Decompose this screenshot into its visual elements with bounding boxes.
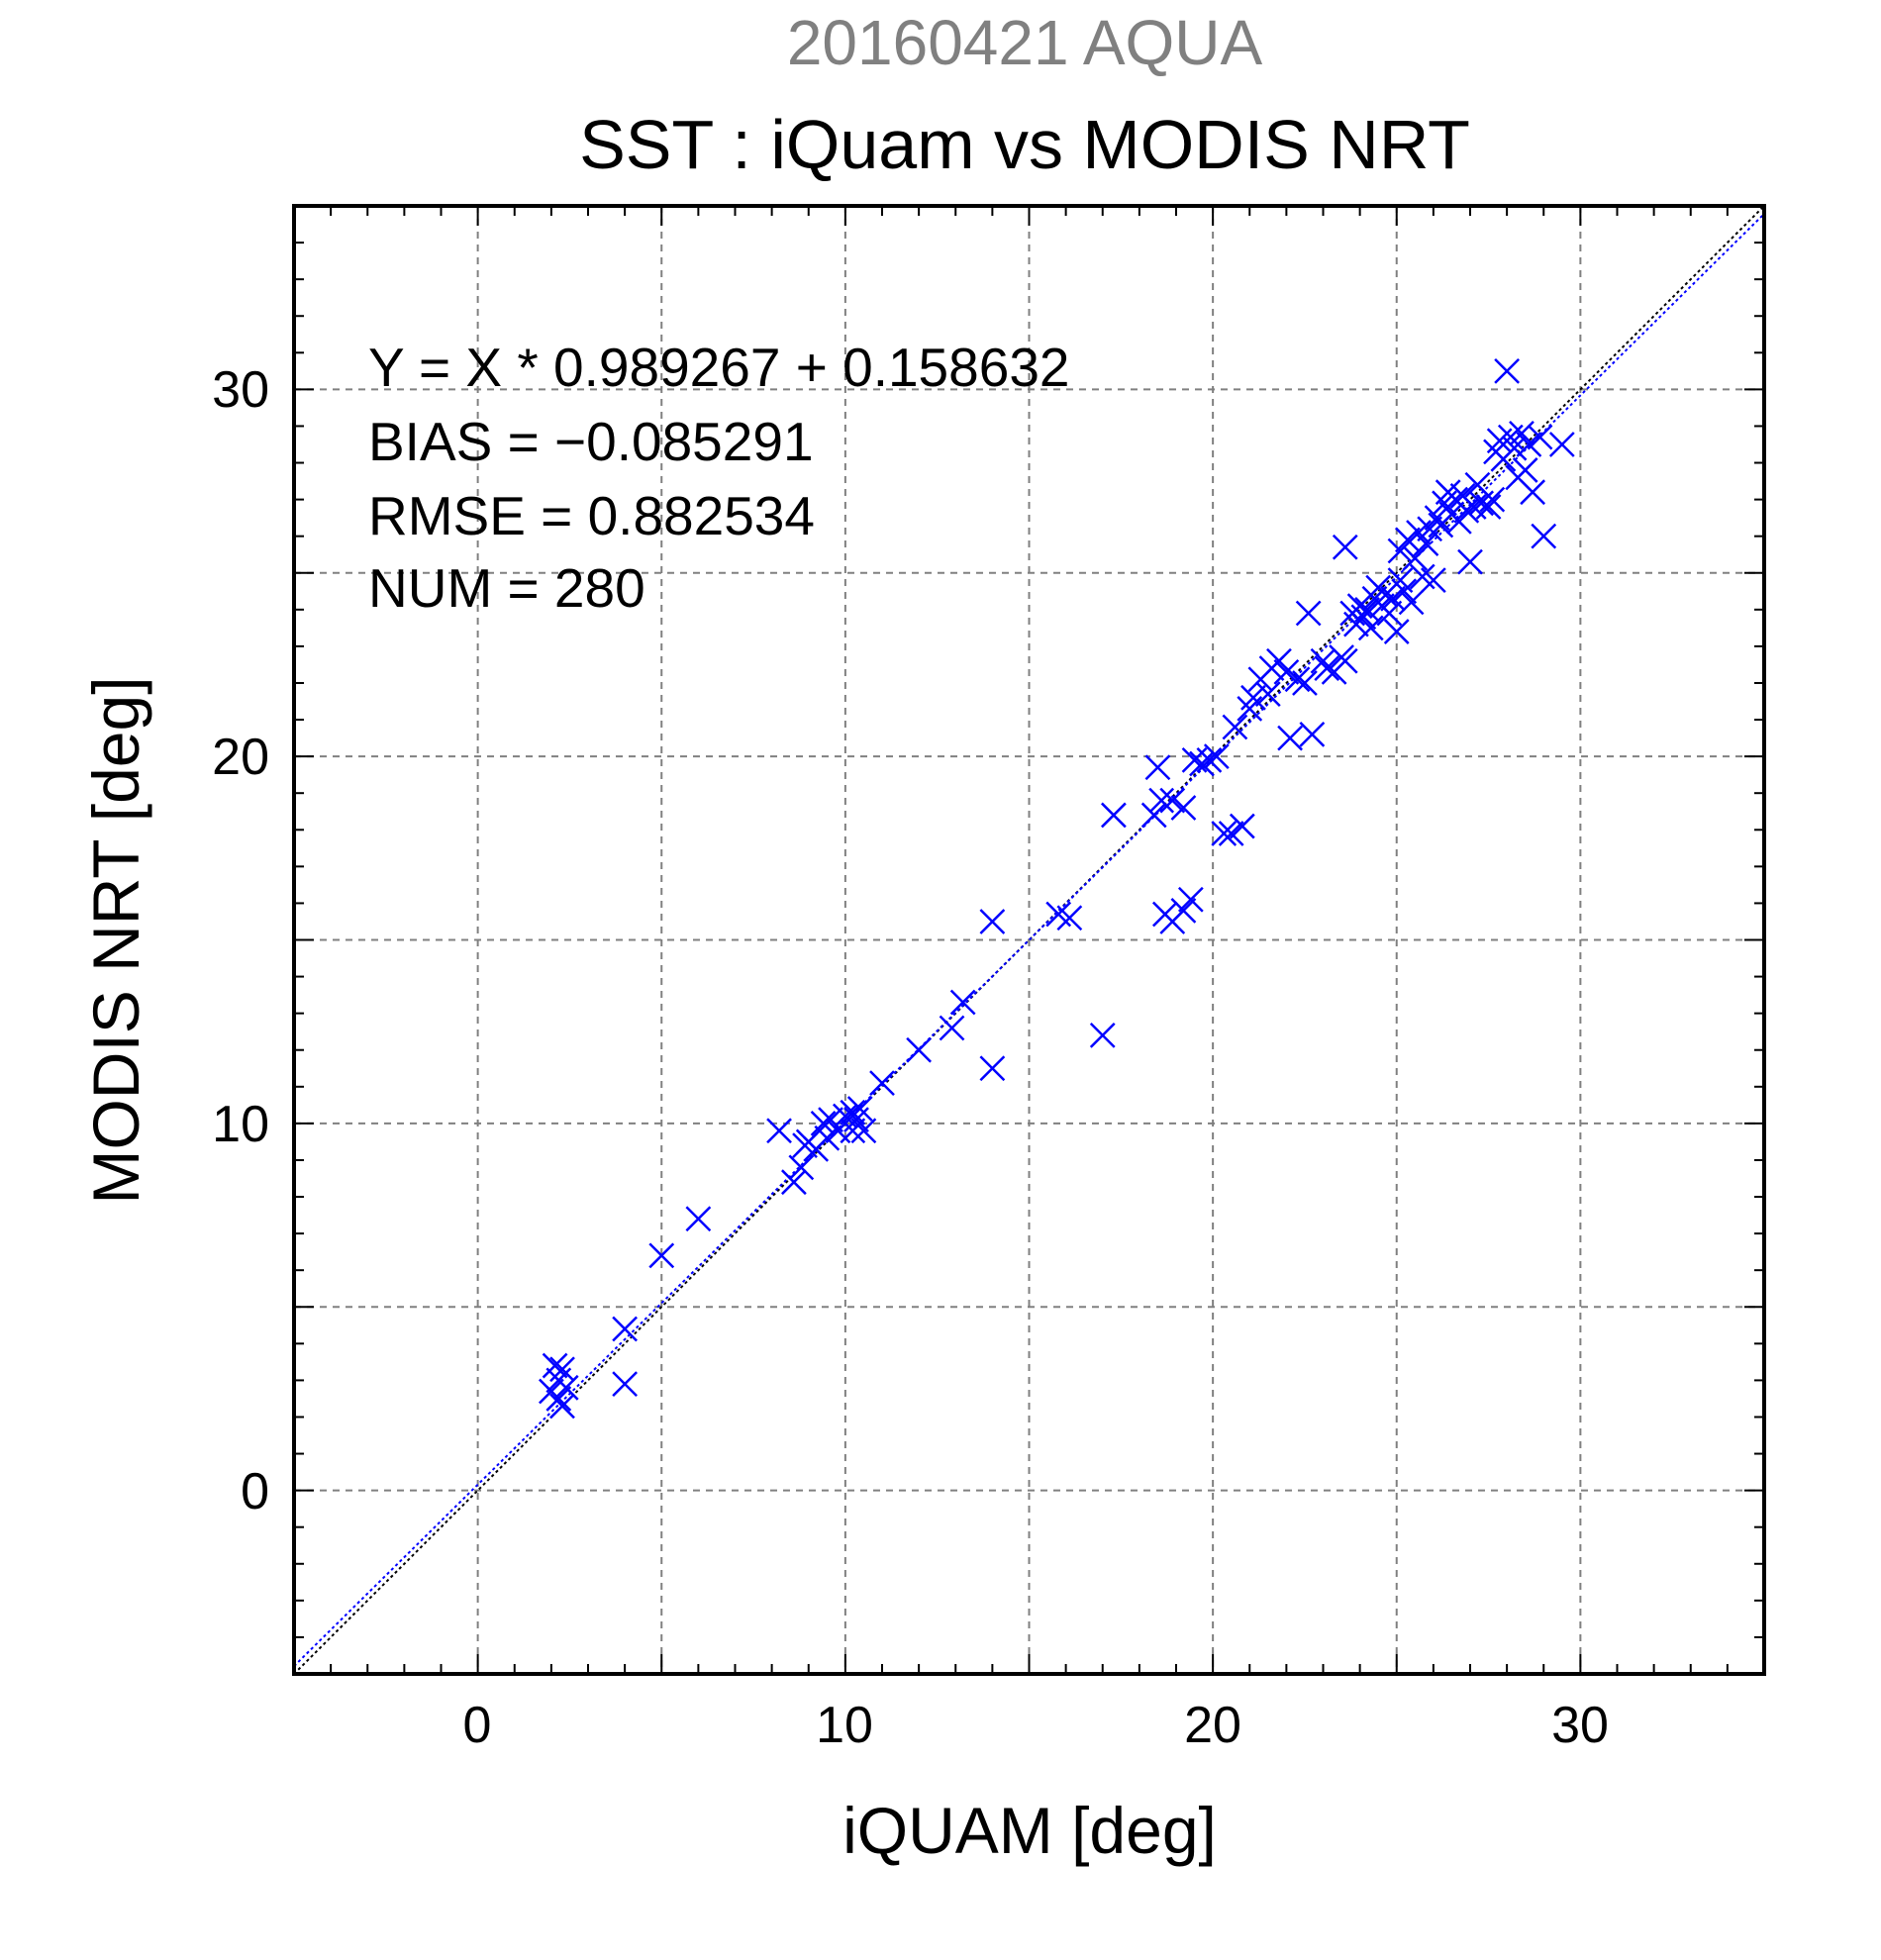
x-axis-label: iQUAM [deg] — [842, 1794, 1217, 1867]
num-value: NUM = 280 — [368, 557, 645, 619]
data-point — [1089, 1023, 1116, 1048]
data-point — [612, 1371, 639, 1397]
data-point — [1350, 604, 1377, 631]
data-point — [1420, 567, 1446, 594]
data-point — [840, 1118, 866, 1144]
data-point — [1240, 684, 1266, 711]
data-point — [1295, 600, 1322, 627]
data-point — [1159, 787, 1186, 814]
data-point — [1177, 886, 1204, 913]
x-tick-labels: 0 10 20 30 — [463, 1697, 1609, 1754]
data-point — [939, 1015, 965, 1041]
data-point — [1056, 905, 1083, 931]
data-point — [1211, 821, 1238, 846]
fit-lines — [293, 205, 1765, 1675]
data-point — [1148, 787, 1175, 814]
data-point — [1222, 714, 1248, 740]
chart-date-title: 20160421 AQUA — [787, 7, 1263, 78]
data-point — [542, 1352, 568, 1379]
data-point — [1413, 531, 1439, 556]
y-axis-label: MODIS NRT [deg] — [79, 676, 152, 1204]
data-point — [1383, 619, 1410, 644]
data-point — [1460, 494, 1487, 520]
x-tick-label: 20 — [1184, 1697, 1241, 1754]
one-to-one-line — [293, 205, 1765, 1675]
data-point — [766, 1118, 792, 1144]
data-point — [1299, 721, 1326, 747]
data-point — [1314, 655, 1340, 682]
data-point — [810, 1110, 837, 1136]
data-point — [1527, 424, 1553, 450]
data-point — [788, 1154, 815, 1181]
data-point — [1494, 357, 1521, 384]
data-point — [869, 1070, 895, 1096]
data-point — [1391, 578, 1418, 605]
rmse-value: RMSE = 0.882534 — [368, 485, 815, 546]
data-point — [1273, 658, 1300, 685]
data-point — [840, 1099, 866, 1126]
data-point — [549, 1393, 575, 1420]
data-point — [1144, 754, 1171, 781]
data-point — [979, 1055, 1006, 1082]
data-point — [1376, 600, 1403, 627]
stats-annotation: Y = X * 0.989267 + 0.158632 BIAS = −0.08… — [368, 337, 1070, 619]
data-point — [1229, 813, 1255, 839]
y-tick-label: 10 — [212, 1096, 269, 1153]
data-point — [1332, 647, 1358, 674]
data-point — [538, 1378, 564, 1405]
data-point — [1479, 486, 1506, 513]
data-point — [846, 1096, 873, 1122]
data-point — [1357, 615, 1384, 641]
data-points — [538, 357, 1575, 1420]
data-point — [1277, 725, 1303, 751]
chart-title: SST : iQuam vs MODIS NRT — [579, 106, 1470, 183]
regression-equation: Y = X * 0.989267 + 0.158632 — [368, 337, 1070, 398]
data-point — [1101, 802, 1127, 829]
y-tick-label: 30 — [212, 361, 269, 419]
data-point — [850, 1118, 877, 1144]
data-point — [685, 1206, 712, 1232]
data-point — [1398, 589, 1425, 616]
data-point — [1402, 545, 1429, 571]
data-point — [1203, 743, 1230, 770]
data-point — [1170, 795, 1197, 821]
data-point — [612, 1316, 639, 1342]
data-point — [1181, 746, 1208, 773]
y-tick-label: 20 — [212, 729, 269, 786]
data-point — [1453, 497, 1480, 524]
data-point — [1170, 897, 1197, 924]
data-point — [818, 1107, 843, 1133]
data-point — [1475, 494, 1502, 520]
data-point — [1189, 750, 1215, 777]
data-point — [1457, 548, 1483, 575]
data-point — [1501, 435, 1528, 461]
data-point — [781, 1169, 807, 1196]
data-point — [1548, 432, 1575, 457]
data-point — [906, 1036, 933, 1063]
data-point — [1284, 666, 1311, 693]
x-tick-label: 10 — [816, 1697, 873, 1754]
grid-lines — [294, 206, 1764, 1674]
bias-value: BIAS = −0.085291 — [368, 411, 814, 472]
plot-frame — [292, 204, 1766, 1676]
x-tick-label: 0 — [463, 1697, 492, 1754]
data-point — [1332, 534, 1358, 560]
data-point — [1516, 432, 1542, 457]
data-point — [1292, 670, 1318, 696]
data-point — [1512, 457, 1538, 483]
y-tick-labels: 0 10 20 30 — [212, 361, 269, 1520]
data-point — [1531, 523, 1557, 549]
data-point — [979, 909, 1006, 934]
x-tick-label: 30 — [1551, 1697, 1609, 1754]
data-point — [949, 989, 976, 1016]
data-point — [1254, 681, 1281, 707]
data-point — [1520, 479, 1545, 506]
data-point — [1140, 802, 1167, 829]
y-tick-label: 0 — [241, 1463, 269, 1520]
data-point — [1218, 821, 1244, 846]
data-point — [1196, 746, 1223, 773]
data-point — [648, 1242, 675, 1269]
